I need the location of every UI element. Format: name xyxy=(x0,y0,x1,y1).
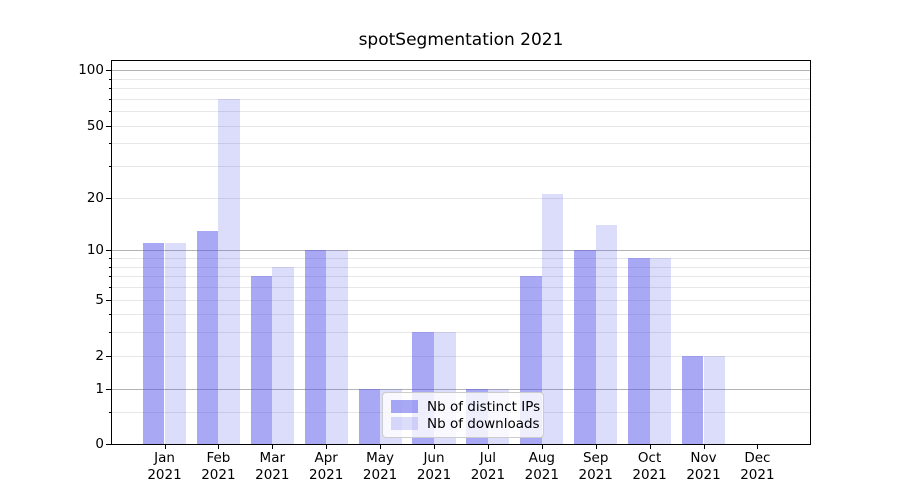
y-tick-label-50: 50 xyxy=(86,117,104,134)
gridline-y-80 xyxy=(112,88,810,90)
gridline-y-7 xyxy=(112,276,810,278)
legend-color-swatch-distinct-ips xyxy=(391,400,418,413)
chart-title: spotSegmentation 2021 xyxy=(358,30,564,50)
bar-distinct-ips-apr xyxy=(304,250,327,444)
gridline-y-5 xyxy=(112,299,810,301)
gridline-y-1 xyxy=(112,388,810,390)
x-tick-label-aug: Aug 2021 xyxy=(524,450,559,483)
bar-distinct-ips-mar xyxy=(250,276,273,444)
y-tick-mark xyxy=(106,355,111,357)
gridline-y-30 xyxy=(112,166,810,168)
gridline-y-40 xyxy=(112,143,810,145)
legend-label-downloads: Nb of downloads xyxy=(427,415,540,432)
y-tick-mark xyxy=(109,412,111,414)
gridline-y-4 xyxy=(112,314,810,316)
y-tick-mark xyxy=(109,276,111,278)
bar-downloads-jan xyxy=(164,243,187,444)
x-tick-label-may: May 2021 xyxy=(362,450,398,483)
x-tick-label-nov: Nov 2021 xyxy=(686,450,721,483)
gridline-y-100 xyxy=(112,70,810,72)
gridline-y-2 xyxy=(112,355,810,357)
gridline-y-9 xyxy=(112,258,810,259)
x-tick-mark-jan xyxy=(164,445,166,449)
y-tick-mark xyxy=(109,111,111,113)
gridline-y-8 xyxy=(112,266,810,268)
x-tick-mark-dec xyxy=(757,445,759,449)
x-tick-mark-jun xyxy=(434,445,435,449)
x-tick-label-dec: Dec 2021 xyxy=(740,450,775,483)
y-tick-mark xyxy=(109,88,111,90)
y-tick-mark xyxy=(106,299,111,301)
y-tick-label-1: 1 xyxy=(95,380,104,397)
y-tick-label-5: 5 xyxy=(95,291,104,308)
gridline-y-60 xyxy=(112,111,810,113)
x-tick-label-mar: Mar 2021 xyxy=(255,450,290,483)
y-tick-mark xyxy=(106,388,111,390)
y-tick-mark xyxy=(109,287,111,288)
gridline-y-6 xyxy=(112,287,810,288)
y-tick-label-0: 0 xyxy=(95,436,104,452)
bar-distinct-ips-oct xyxy=(628,258,650,444)
gridline-y-10 xyxy=(112,250,810,252)
x-tick-mark-nov xyxy=(703,445,705,449)
x-tick-label-apr: Apr 2021 xyxy=(309,450,344,483)
bar-downloads-oct xyxy=(649,258,672,444)
bar-downloads-sep xyxy=(595,225,618,444)
x-tick-mark-apr xyxy=(326,445,328,449)
y-tick-label-2: 2 xyxy=(95,347,104,364)
bar-downloads-nov xyxy=(703,355,726,444)
x-tick-mark-jul xyxy=(487,445,489,449)
legend-label-distinct-ips: Nb of distinct IPs xyxy=(427,398,541,415)
bar-distinct-ips-nov xyxy=(681,355,704,444)
bar-distinct-ips-sep xyxy=(574,250,596,444)
x-tick-mark-sep xyxy=(595,445,597,449)
bar-distinct-ips-may xyxy=(358,388,381,444)
y-tick-mark xyxy=(109,166,111,168)
y-tick-mark xyxy=(109,258,111,259)
gridline-y-70 xyxy=(112,98,810,100)
x-tick-label-jun: Jun 2021 xyxy=(416,450,452,483)
bar-downloads-mar xyxy=(272,266,294,444)
y-tick-mark xyxy=(106,70,111,72)
y-tick-mark xyxy=(109,98,111,100)
bar-downloads-aug xyxy=(541,194,564,444)
y-tick-label-20: 20 xyxy=(86,189,104,206)
x-tick-label-jul: Jul 2021 xyxy=(470,450,506,483)
x-tick-mark-feb xyxy=(218,445,220,449)
y-tick-mark xyxy=(106,444,111,445)
x-tick-label-jan: Jan 2021 xyxy=(147,450,182,483)
bar-downloads-apr xyxy=(326,250,348,444)
x-tick-mark-mar xyxy=(272,445,274,449)
gridline-y-50 xyxy=(112,125,810,127)
bar-downloads-feb xyxy=(218,98,240,444)
x-tick-mark-aug xyxy=(541,445,543,449)
plot-area: Nb of distinct IPs Nb of downloads xyxy=(111,60,811,445)
y-tick-mark xyxy=(106,250,111,252)
y-tick-mark xyxy=(109,266,111,268)
bar-distinct-ips-feb xyxy=(196,230,219,444)
x-tick-mark-oct xyxy=(649,445,651,449)
legend: Nb of distinct IPs Nb of downloads xyxy=(382,392,544,438)
y-tick-mark xyxy=(109,143,111,145)
x-tick-label-feb: Feb 2021 xyxy=(201,450,236,483)
y-tick-label-10: 10 xyxy=(86,242,104,259)
bar-distinct-ips-jan xyxy=(142,243,165,444)
x-tick-mark-may xyxy=(380,445,382,449)
y-tick-mark xyxy=(109,78,111,80)
legend-color-swatch-downloads xyxy=(391,417,418,430)
legend-entry-downloads: Nb of downloads xyxy=(391,416,540,432)
gridline-y-20 xyxy=(112,197,810,199)
y-tick-mark xyxy=(106,197,111,199)
gridline-y-90 xyxy=(112,78,810,80)
y-tick-mark xyxy=(106,125,111,127)
gridline-y-3 xyxy=(112,332,810,334)
legend-entry-distinct-ips: Nb of distinct IPs xyxy=(391,399,540,415)
x-tick-label-sep: Sep 2021 xyxy=(578,450,613,483)
x-tick-label-oct: Oct 2021 xyxy=(632,450,667,483)
y-tick-mark xyxy=(109,332,111,334)
y-tick-label-100: 100 xyxy=(78,62,104,79)
y-tick-mark xyxy=(109,314,111,316)
